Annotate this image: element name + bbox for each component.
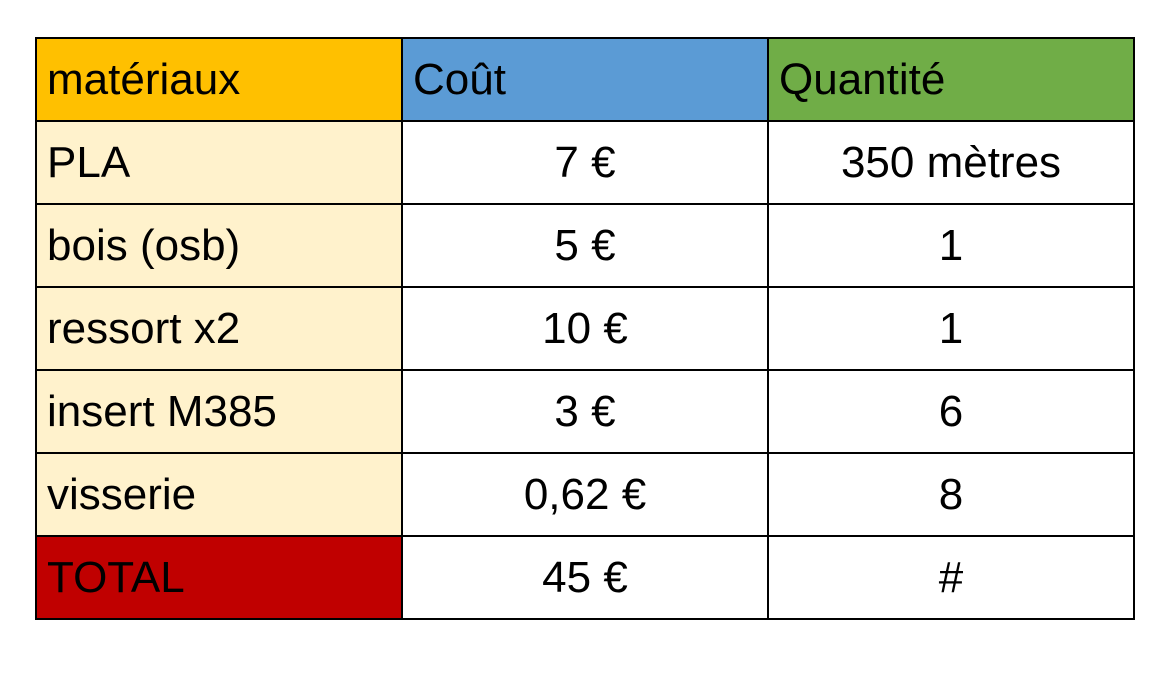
quantity-cell: 1 [767,286,1135,371]
cost-cell: 0,62 € [401,452,769,537]
material-cell: insert M385 [35,369,403,454]
total-cost: 45 € [401,535,769,620]
cost-cell: 3 € [401,369,769,454]
total-row: TOTAL 45 € # [35,535,1135,620]
table-row: ressort x2 10 € 1 [35,286,1135,371]
material-cell: ressort x2 [35,286,403,371]
header-quantity: Quantité [767,37,1135,122]
table-row: visserie 0,62 € 8 [35,452,1135,537]
header-materials: matériaux [35,37,403,122]
table-row: bois (osb) 5 € 1 [35,203,1135,288]
materials-cost-table: matériaux Coût Quantité PLA 7 € 350 mètr… [35,37,1135,620]
header-cost: Coût [401,37,769,122]
quantity-cell: 1 [767,203,1135,288]
material-cell: PLA [35,120,403,205]
quantity-cell: 350 mètres [767,120,1135,205]
total-quantity: # [767,535,1135,620]
quantity-cell: 8 [767,452,1135,537]
table-row: insert M385 3 € 6 [35,369,1135,454]
material-cell: bois (osb) [35,203,403,288]
material-cell: visserie [35,452,403,537]
cost-cell: 7 € [401,120,769,205]
table-row: PLA 7 € 350 mètres [35,120,1135,205]
header-row: matériaux Coût Quantité [35,37,1135,122]
quantity-cell: 6 [767,369,1135,454]
cost-cell: 5 € [401,203,769,288]
cost-cell: 10 € [401,286,769,371]
total-label: TOTAL [35,535,403,620]
